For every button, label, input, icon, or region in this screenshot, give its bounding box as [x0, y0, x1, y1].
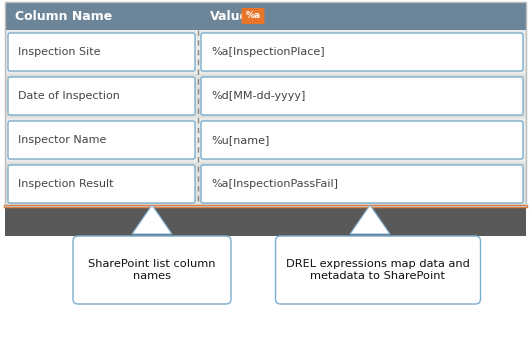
FancyBboxPatch shape — [8, 33, 195, 71]
FancyBboxPatch shape — [5, 30, 526, 74]
FancyBboxPatch shape — [201, 33, 523, 71]
Text: Value: Value — [210, 9, 249, 22]
Text: Date of Inspection: Date of Inspection — [18, 91, 120, 101]
FancyBboxPatch shape — [8, 121, 195, 159]
Text: %a: %a — [245, 12, 261, 21]
Polygon shape — [350, 205, 390, 234]
FancyBboxPatch shape — [242, 8, 264, 24]
Text: Inspection Result: Inspection Result — [18, 179, 114, 189]
FancyBboxPatch shape — [201, 121, 523, 159]
Text: Inspection Site: Inspection Site — [18, 47, 100, 57]
FancyBboxPatch shape — [8, 165, 195, 203]
FancyBboxPatch shape — [5, 74, 526, 118]
Polygon shape — [132, 205, 172, 234]
Text: %a[InspectionPlace]: %a[InspectionPlace] — [211, 47, 324, 57]
Text: %d[MM-dd-yyyy]: %d[MM-dd-yyyy] — [211, 91, 305, 101]
FancyBboxPatch shape — [5, 2, 526, 30]
FancyBboxPatch shape — [201, 77, 523, 115]
Text: Inspector Name: Inspector Name — [18, 135, 106, 145]
FancyBboxPatch shape — [5, 162, 526, 206]
FancyBboxPatch shape — [276, 236, 481, 304]
Text: SharePoint list column
names: SharePoint list column names — [88, 259, 216, 281]
Text: %u[name]: %u[name] — [211, 135, 269, 145]
FancyBboxPatch shape — [73, 236, 231, 304]
Text: Column Name: Column Name — [15, 9, 112, 22]
FancyBboxPatch shape — [201, 165, 523, 203]
FancyBboxPatch shape — [5, 206, 526, 236]
Text: %a[InspectionPassFail]: %a[InspectionPassFail] — [211, 179, 338, 189]
Text: DREL expressions map data and
metadata to SharePoint: DREL expressions map data and metadata t… — [286, 259, 470, 281]
FancyBboxPatch shape — [8, 77, 195, 115]
FancyBboxPatch shape — [5, 118, 526, 162]
